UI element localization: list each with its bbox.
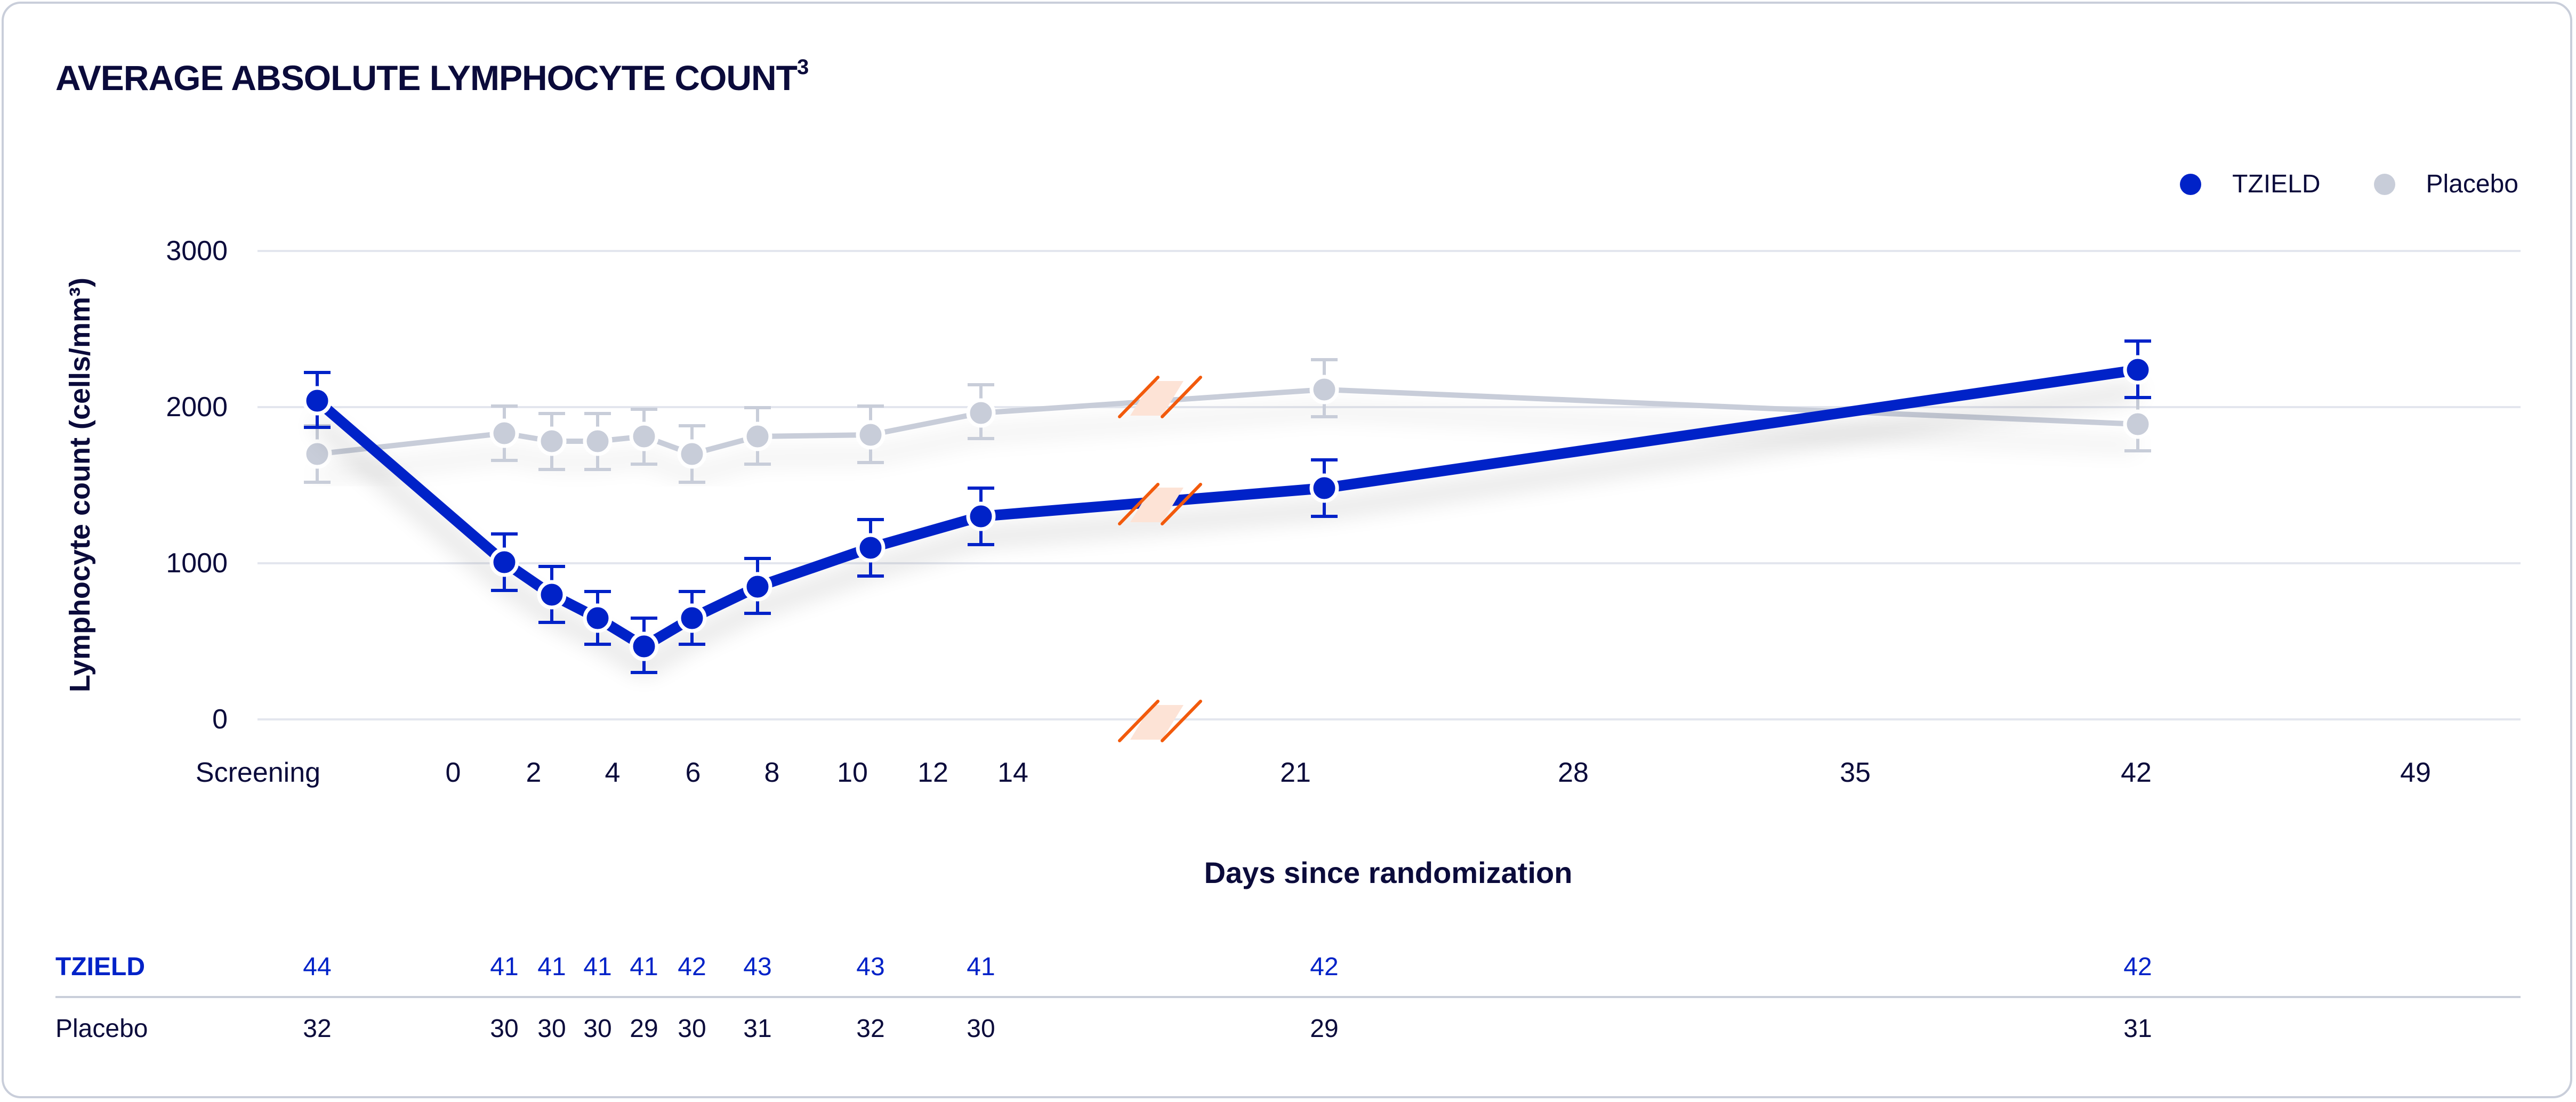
table-cell: 32	[856, 1015, 885, 1043]
table-cell: 42	[2123, 953, 2152, 981]
legend-label: Placebo	[2426, 170, 2518, 198]
table-cell: 41	[583, 953, 612, 981]
tzield-points	[302, 355, 2153, 661]
legend-dot-icon	[2373, 173, 2395, 195]
y-tick: 0	[212, 704, 228, 735]
x-tick: 0	[445, 757, 461, 788]
y-tick: 3000	[166, 236, 228, 266]
x-tick: 42	[2121, 757, 2152, 788]
x-axis-title: Days since randomization	[1204, 856, 1573, 889]
table-cell: 44	[303, 953, 332, 981]
x-tick: 4	[605, 757, 621, 788]
y-tick: 1000	[166, 548, 228, 579]
table-cell: 30	[967, 1015, 995, 1043]
x-tick: 8	[764, 757, 780, 788]
table-cell: 30	[490, 1015, 519, 1043]
x-tick: 35	[1840, 757, 1871, 788]
table-row-label-placebo: Placebo	[55, 1015, 148, 1043]
table-cell: 42	[1310, 953, 1339, 981]
table-cell: 30	[678, 1015, 706, 1043]
chart-title: AVERAGE ABSOLUTE LYMPHOCYTE COUNT3	[55, 55, 809, 98]
x-tick: 12	[917, 757, 948, 788]
placebo-error-bars	[304, 358, 2151, 484]
table-cell: 32	[303, 1015, 332, 1043]
gridlines	[257, 250, 2521, 720]
table-cell: 31	[2123, 1015, 2152, 1043]
table-cell: 41	[630, 953, 658, 981]
table-cell: 41	[967, 953, 995, 981]
table-cell: 30	[537, 1015, 566, 1043]
legend-label: TZIELD	[2232, 170, 2321, 198]
tzield-series	[313, 364, 2139, 652]
legend-item-placebo[interactable]: Placebo	[2373, 169, 2518, 199]
table-cell: 30	[583, 1015, 612, 1043]
x-tick: 6	[685, 757, 701, 788]
x-tick: 10	[837, 757, 868, 788]
x-tick: Screening	[195, 757, 321, 788]
table-divider	[55, 996, 2521, 998]
legend-item-tzield[interactable]: TZIELD	[2180, 169, 2321, 199]
x-tick: 14	[997, 757, 1028, 788]
x-tick: 28	[1558, 757, 1589, 788]
table-row-label-tzield: TZIELD	[55, 953, 145, 981]
legend-dot-icon	[2180, 173, 2202, 195]
x-tick: 21	[1280, 757, 1311, 788]
table-cell: 43	[743, 953, 772, 981]
table-cell: 42	[678, 953, 706, 981]
tzield-error-bars	[304, 339, 2151, 674]
y-tick: 2000	[166, 392, 228, 423]
axis-break-icon	[1118, 376, 1202, 742]
table-cell: 41	[537, 953, 566, 981]
table-cell: 29	[630, 1015, 658, 1043]
placebo-points	[302, 375, 2153, 469]
legend: TZIELD Placebo	[2127, 169, 2518, 199]
table-cell: 29	[1310, 1015, 1339, 1043]
table-cell: 31	[743, 1015, 772, 1043]
x-tick: 2	[526, 757, 542, 788]
table-cell: 41	[490, 953, 519, 981]
table-cell: 43	[856, 953, 885, 981]
x-tick: 49	[2400, 757, 2431, 788]
